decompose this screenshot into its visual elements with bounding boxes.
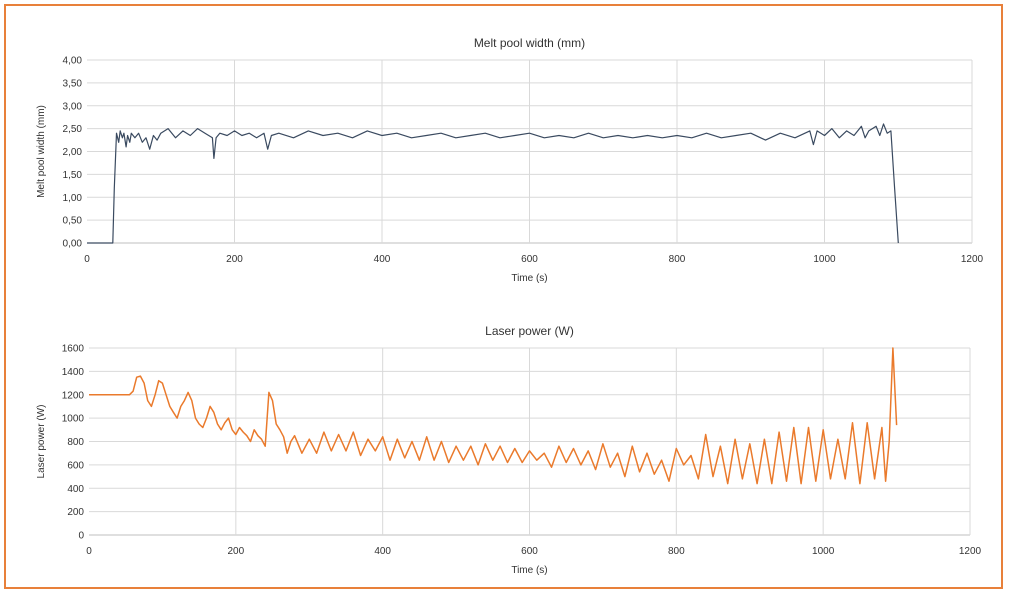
chart2-series-line bbox=[89, 347, 898, 485]
chart1-y-tick-label: 0,50 bbox=[63, 216, 83, 227]
chart2-y-tick-label: 200 bbox=[67, 507, 84, 518]
chart1-x-tick-label: 1000 bbox=[813, 254, 836, 265]
chart2-y-tick-label: 400 bbox=[67, 484, 84, 495]
chart2-x-axis-label: Time (s) bbox=[511, 565, 547, 576]
chart-frame bbox=[4, 4, 1003, 589]
chart1-x-tick-label: 200 bbox=[226, 254, 243, 265]
chart1-x-tick-label: 600 bbox=[521, 254, 538, 265]
chart1-x-tick-label: 400 bbox=[374, 254, 391, 265]
chart2-x-tick-label: 1000 bbox=[812, 546, 835, 557]
chart2-x-tick-label: 400 bbox=[374, 546, 391, 557]
chart1-x-tick-label: 1200 bbox=[961, 254, 984, 265]
chart2-x-tick-label: 600 bbox=[521, 546, 538, 557]
chart1-y-tick-label: 3,00 bbox=[63, 101, 83, 112]
chart2-y-tick-label: 1400 bbox=[62, 367, 85, 378]
chart2-x-tick-label: 0 bbox=[86, 546, 92, 557]
chart1-title: Melt pool width (mm) bbox=[474, 36, 585, 50]
chart1-y-tick-label: 3,50 bbox=[63, 78, 83, 89]
chart1-y-tick-label: 1,50 bbox=[63, 170, 83, 181]
chart2-y-tick-label: 0 bbox=[78, 531, 84, 542]
chart2-x-tick-label: 200 bbox=[227, 546, 244, 557]
chart1-y-tick-label: 0,00 bbox=[63, 239, 83, 250]
chart2-title: Laser power (W) bbox=[485, 324, 574, 338]
chart1-y-tick-label: 2,50 bbox=[63, 124, 83, 135]
chart2-y-tick-label: 1200 bbox=[62, 390, 85, 401]
chart2-y-tick-label: 1600 bbox=[62, 344, 85, 355]
chart1-x-tick-label: 0 bbox=[84, 254, 90, 265]
chart2-x-tick-label: 800 bbox=[668, 546, 685, 557]
chart1-y-tick-label: 2,00 bbox=[63, 147, 83, 158]
chart1-x-tick-label: 800 bbox=[669, 254, 686, 265]
chart2-y-tick-label: 600 bbox=[67, 460, 84, 471]
chart1-y-tick-label: 1,00 bbox=[63, 193, 83, 204]
chart1-series-line bbox=[87, 123, 899, 244]
chart1-y-axis-label: Melt pool width (mm) bbox=[36, 105, 47, 198]
chart2-y-tick-label: 800 bbox=[67, 437, 84, 448]
chart1-x-axis-label: Time (s) bbox=[511, 273, 547, 284]
chart2-y-axis-label: Laser power (W) bbox=[36, 405, 47, 479]
chart1-y-tick-label: 4,00 bbox=[63, 56, 83, 67]
chart2-x-tick-label: 1200 bbox=[959, 546, 982, 557]
chart2-y-tick-label: 1000 bbox=[62, 414, 85, 425]
